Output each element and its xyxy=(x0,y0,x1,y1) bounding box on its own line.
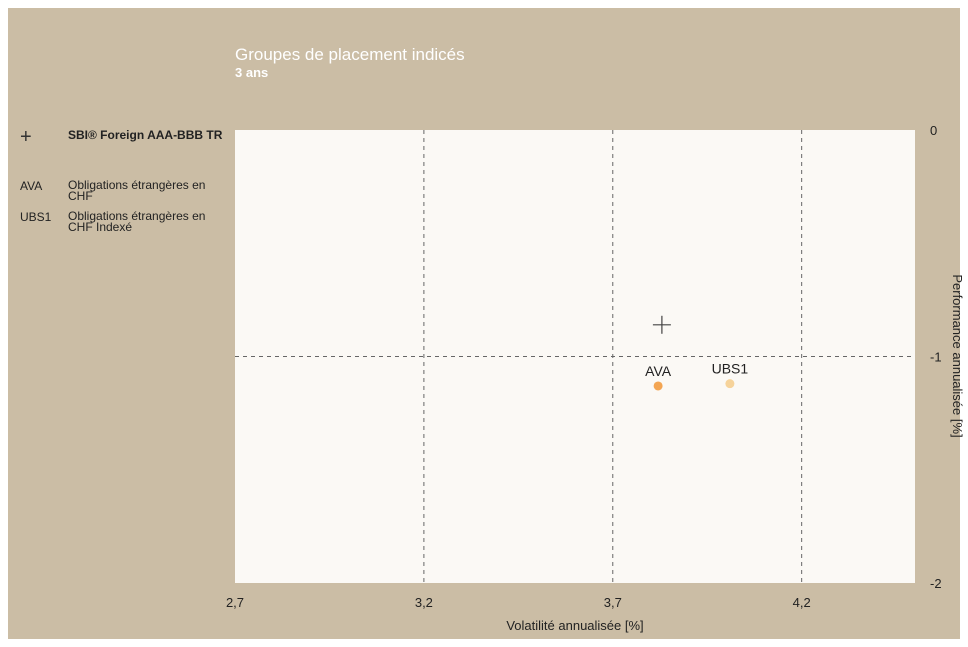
data-points: AVA UBS1 xyxy=(645,315,749,391)
y-tick-label: -2 xyxy=(930,576,942,591)
legend-label-ubs1: Obligations étrangères en CHF Indexé xyxy=(68,209,206,234)
y-axis-label: Performance annualisée [%] xyxy=(950,274,965,437)
point-ava xyxy=(653,381,663,391)
x-axis-label: Volatilité annualisée [%] xyxy=(506,618,643,633)
legend-key-ava: AVA xyxy=(20,179,43,193)
y-tick-label: -1 xyxy=(930,350,942,365)
point-label-ava: AVA xyxy=(645,363,672,379)
legend-label-benchmark: SBI® Foreign AAA-BBB TR xyxy=(68,128,223,142)
y-tick-label: 0 xyxy=(930,123,937,138)
x-axis-ticks: 2,7 3,2 3,7 4,2 xyxy=(226,595,811,610)
plus-marker-icon: + xyxy=(20,126,32,148)
y-axis-ticks: 0 -1 -2 xyxy=(930,123,942,591)
grid-lines xyxy=(235,130,915,583)
point-ubs1 xyxy=(725,379,735,389)
x-tick-label: 3,2 xyxy=(415,595,433,610)
benchmark-plus-marker xyxy=(652,315,671,334)
chart-subtitle: 3 ans xyxy=(235,65,269,80)
legend-label-ava: Obligations étrangères en CHF xyxy=(68,178,206,203)
point-label-ubs1: UBS1 xyxy=(712,361,749,377)
chart-title: Groupes de placement indicés xyxy=(235,45,465,64)
x-tick-label: 3,7 xyxy=(604,595,622,610)
x-tick-label: 4,2 xyxy=(793,595,811,610)
legend-key-ubs1: UBS1 xyxy=(20,210,52,224)
x-tick-label: 2,7 xyxy=(226,595,244,610)
